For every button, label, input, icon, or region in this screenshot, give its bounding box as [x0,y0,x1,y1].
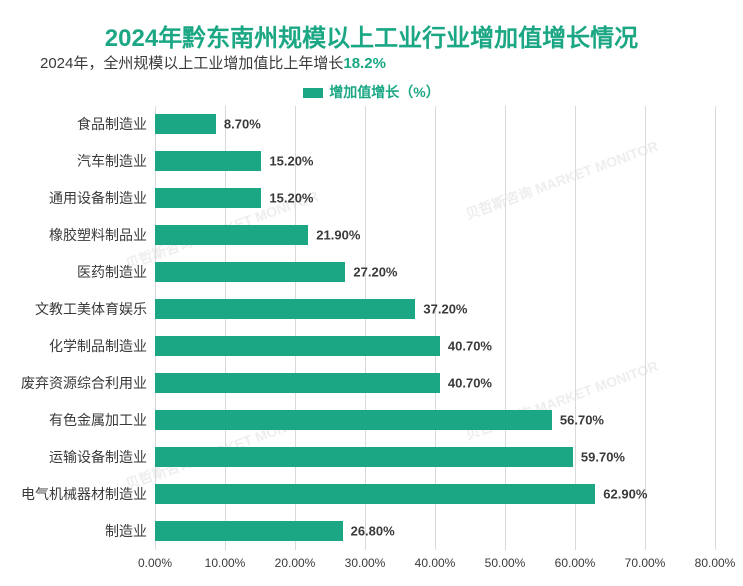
bar-chart: 2024年黔东南州规模以上工业行业增加值增长情况 2024年，全州规模以上工业增… [0,0,743,586]
bar-value-label: 15.20% [269,154,313,169]
x-axis-tick: 30.00% [345,556,386,570]
bar-value-label: 56.70% [560,413,604,428]
bar [155,521,343,541]
y-axis-label: 制造业 [105,521,155,541]
y-axis-label: 电气机械器材制造业 [21,484,155,504]
bar [155,262,345,282]
x-axis-tick: 10.00% [205,556,246,570]
bar [155,484,595,504]
chart-subtitle: 2024年，全州规模以上工业增加值比上年增长18.2% [40,52,386,73]
y-axis-label: 橡胶塑料制品业 [49,225,155,245]
x-axis-tick: 50.00% [485,556,526,570]
x-axis-tick: 80.00% [695,556,736,570]
legend: 增加值增长（%） [0,82,743,102]
chart-title: 2024年黔东南州规模以上工业行业增加值增长情况 [0,18,743,53]
bar-value-label: 27.20% [353,265,397,280]
bar-value-label: 62.90% [603,487,647,502]
bar-value-label: 40.70% [448,376,492,391]
bar [155,410,552,430]
subtitle-highlight: 18.2% [343,55,386,72]
bar [155,114,216,134]
y-axis-label: 化学制品制造业 [49,336,155,356]
bar [155,447,573,467]
legend-label: 增加值增长（%） [329,84,439,100]
bar [155,151,261,171]
subtitle-prefix: 2024年，全州规模以上工业增加值比上年增长 [40,55,343,72]
x-axis-tick: 20.00% [275,556,316,570]
bar-value-label: 59.70% [581,450,625,465]
bar [155,225,308,245]
bar-value-label: 40.70% [448,339,492,354]
x-axis-tick: 70.00% [625,556,666,570]
x-axis-tick: 60.00% [555,556,596,570]
legend-swatch [303,88,323,98]
gridline [715,106,716,550]
bar-value-label: 15.20% [269,191,313,206]
bar [155,299,415,319]
bar [155,336,440,356]
y-axis-label: 文教工美体育娱乐 [35,299,155,319]
bar [155,373,440,393]
y-axis-label: 医药制造业 [77,262,155,282]
x-axis-tick: 0.00% [138,556,172,570]
y-axis-label: 废弃资源综合利用业 [21,373,155,393]
bar-value-label: 21.90% [316,228,360,243]
bar [155,188,261,208]
bar-value-label: 26.80% [351,524,395,539]
bar-value-label: 8.70% [224,117,261,132]
y-axis-label: 汽车制造业 [77,151,155,171]
bar-value-label: 37.20% [423,302,467,317]
y-axis-label: 通用设备制造业 [49,188,155,208]
x-axis-tick: 40.00% [415,556,456,570]
gridline [645,106,646,550]
y-axis-label: 食品制造业 [77,114,155,134]
y-axis-label: 运输设备制造业 [49,447,155,467]
y-axis-label: 有色金属加工业 [49,410,155,430]
plot-area: 0.00%10.00%20.00%30.00%40.00%50.00%60.00… [155,106,715,550]
